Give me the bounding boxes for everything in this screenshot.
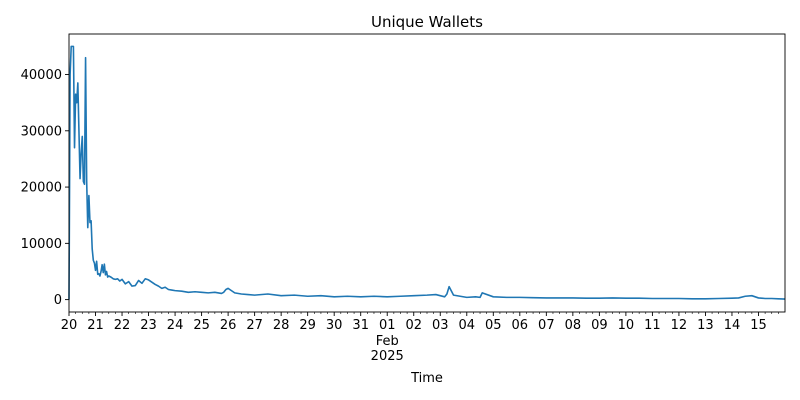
x-tick-label: 15 [750,318,767,333]
x-tick-label: 23 [140,318,157,333]
x-tick-label: 30 [326,318,343,333]
x-tick-label: 06 [512,318,529,333]
y-tick-label: 40000 [21,68,62,83]
x-tick-label: 28 [273,318,290,333]
x-tick-label: 26 [220,318,237,333]
x-tick-label: 25 [193,318,210,333]
x-tick-month-label: Feb [376,334,399,349]
series-line [68,45,786,300]
x-tick-label: 22 [114,318,131,333]
x-tick-label: 07 [538,318,555,333]
x-tick-label: 10 [618,318,635,333]
x-tick-label: 04 [459,318,476,333]
x-axis-label: Time [410,371,443,386]
x-tick-label: 08 [565,318,582,333]
x-tick-label: 09 [591,318,608,333]
y-tick-label: 30000 [21,124,62,139]
y-tick-label: 10000 [21,237,62,252]
x-tick-label: 13 [697,318,714,333]
x-tick-label: 31 [352,318,369,333]
x-tick-label: 21 [87,318,104,333]
x-tick-label: 24 [167,318,184,333]
x-tick-label: 27 [246,318,263,333]
chart-title: Unique Wallets [371,13,483,31]
x-tick-label: 02 [405,318,422,333]
x-tick-year-label: 2025 [371,349,404,364]
axes-frame [68,33,786,313]
x-tick-label: 14 [724,318,741,333]
x-tick-label: 01 [379,318,396,333]
x-tick-label: 05 [485,318,502,333]
y-axis: 0 10000 20000 30000 40000 [21,68,69,308]
x-tick-label: 03 [432,318,449,333]
x-tick-label: 12 [671,318,688,333]
y-tick-label: 0 [54,293,62,308]
x-tick-label: 20 [61,318,78,333]
x-tick-label: 11 [644,318,661,333]
y-tick-label: 20000 [21,181,62,196]
plot-area [68,33,786,313]
x-tick-label: 29 [299,318,316,333]
